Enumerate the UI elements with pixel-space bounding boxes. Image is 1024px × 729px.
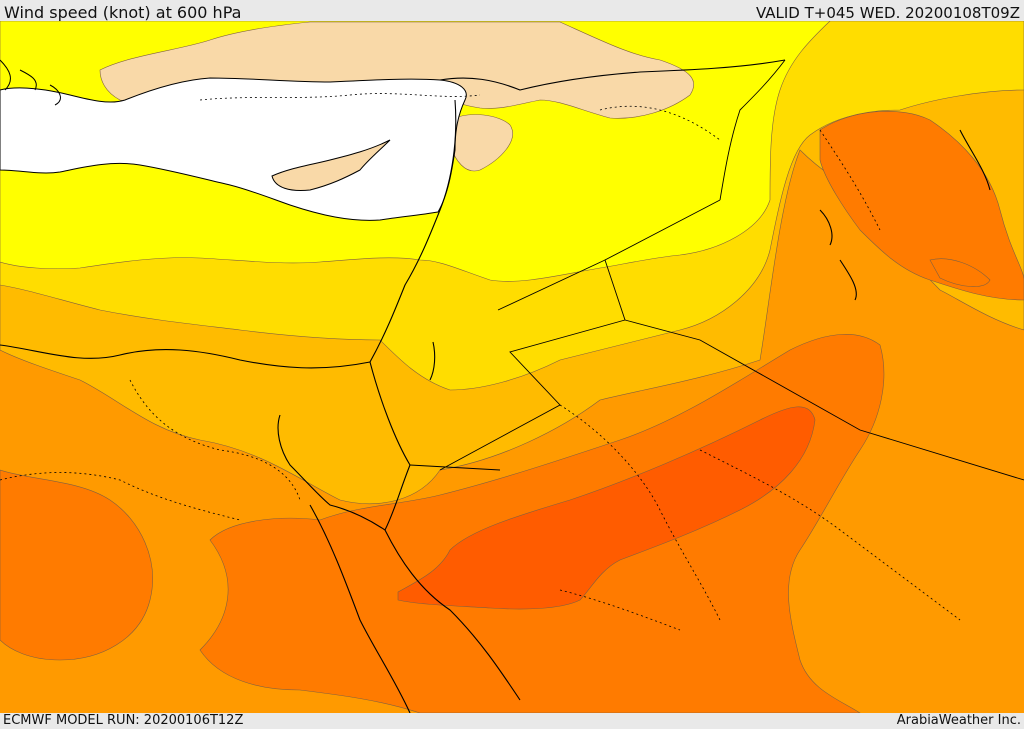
wind-speed-map [0, 21, 1024, 713]
dark-orange-sw [0, 469, 153, 661]
coastlines [0, 59, 991, 713]
footer-bar: ECMWF MODEL RUN: 20200106T12Z ArabiaWeat… [0, 713, 1024, 729]
model-run-label: ECMWF MODEL RUN: 20200106T12Z [3, 713, 244, 728]
mediterranean-sea [0, 77, 467, 221]
aegean-coast [0, 59, 61, 106]
country-borders [409, 59, 1024, 481]
map-title: Wind speed (knot) at 600 hPa [4, 3, 242, 22]
province-borders [0, 93, 961, 631]
red-orange-east-patch [929, 258, 991, 287]
valid-time: VALID T+045 WED. 20200108T09Z [755, 4, 1020, 22]
header-bar: Wind speed (knot) at 600 hPa VALID T+045… [0, 0, 1024, 22]
credit-label: ArabiaWeather Inc. [896, 713, 1021, 728]
dark-orange-east [819, 111, 1024, 301]
cyprus-island [271, 139, 391, 191]
wind-band-red-orange [397, 406, 816, 610]
calm-patch-east [449, 114, 513, 172]
